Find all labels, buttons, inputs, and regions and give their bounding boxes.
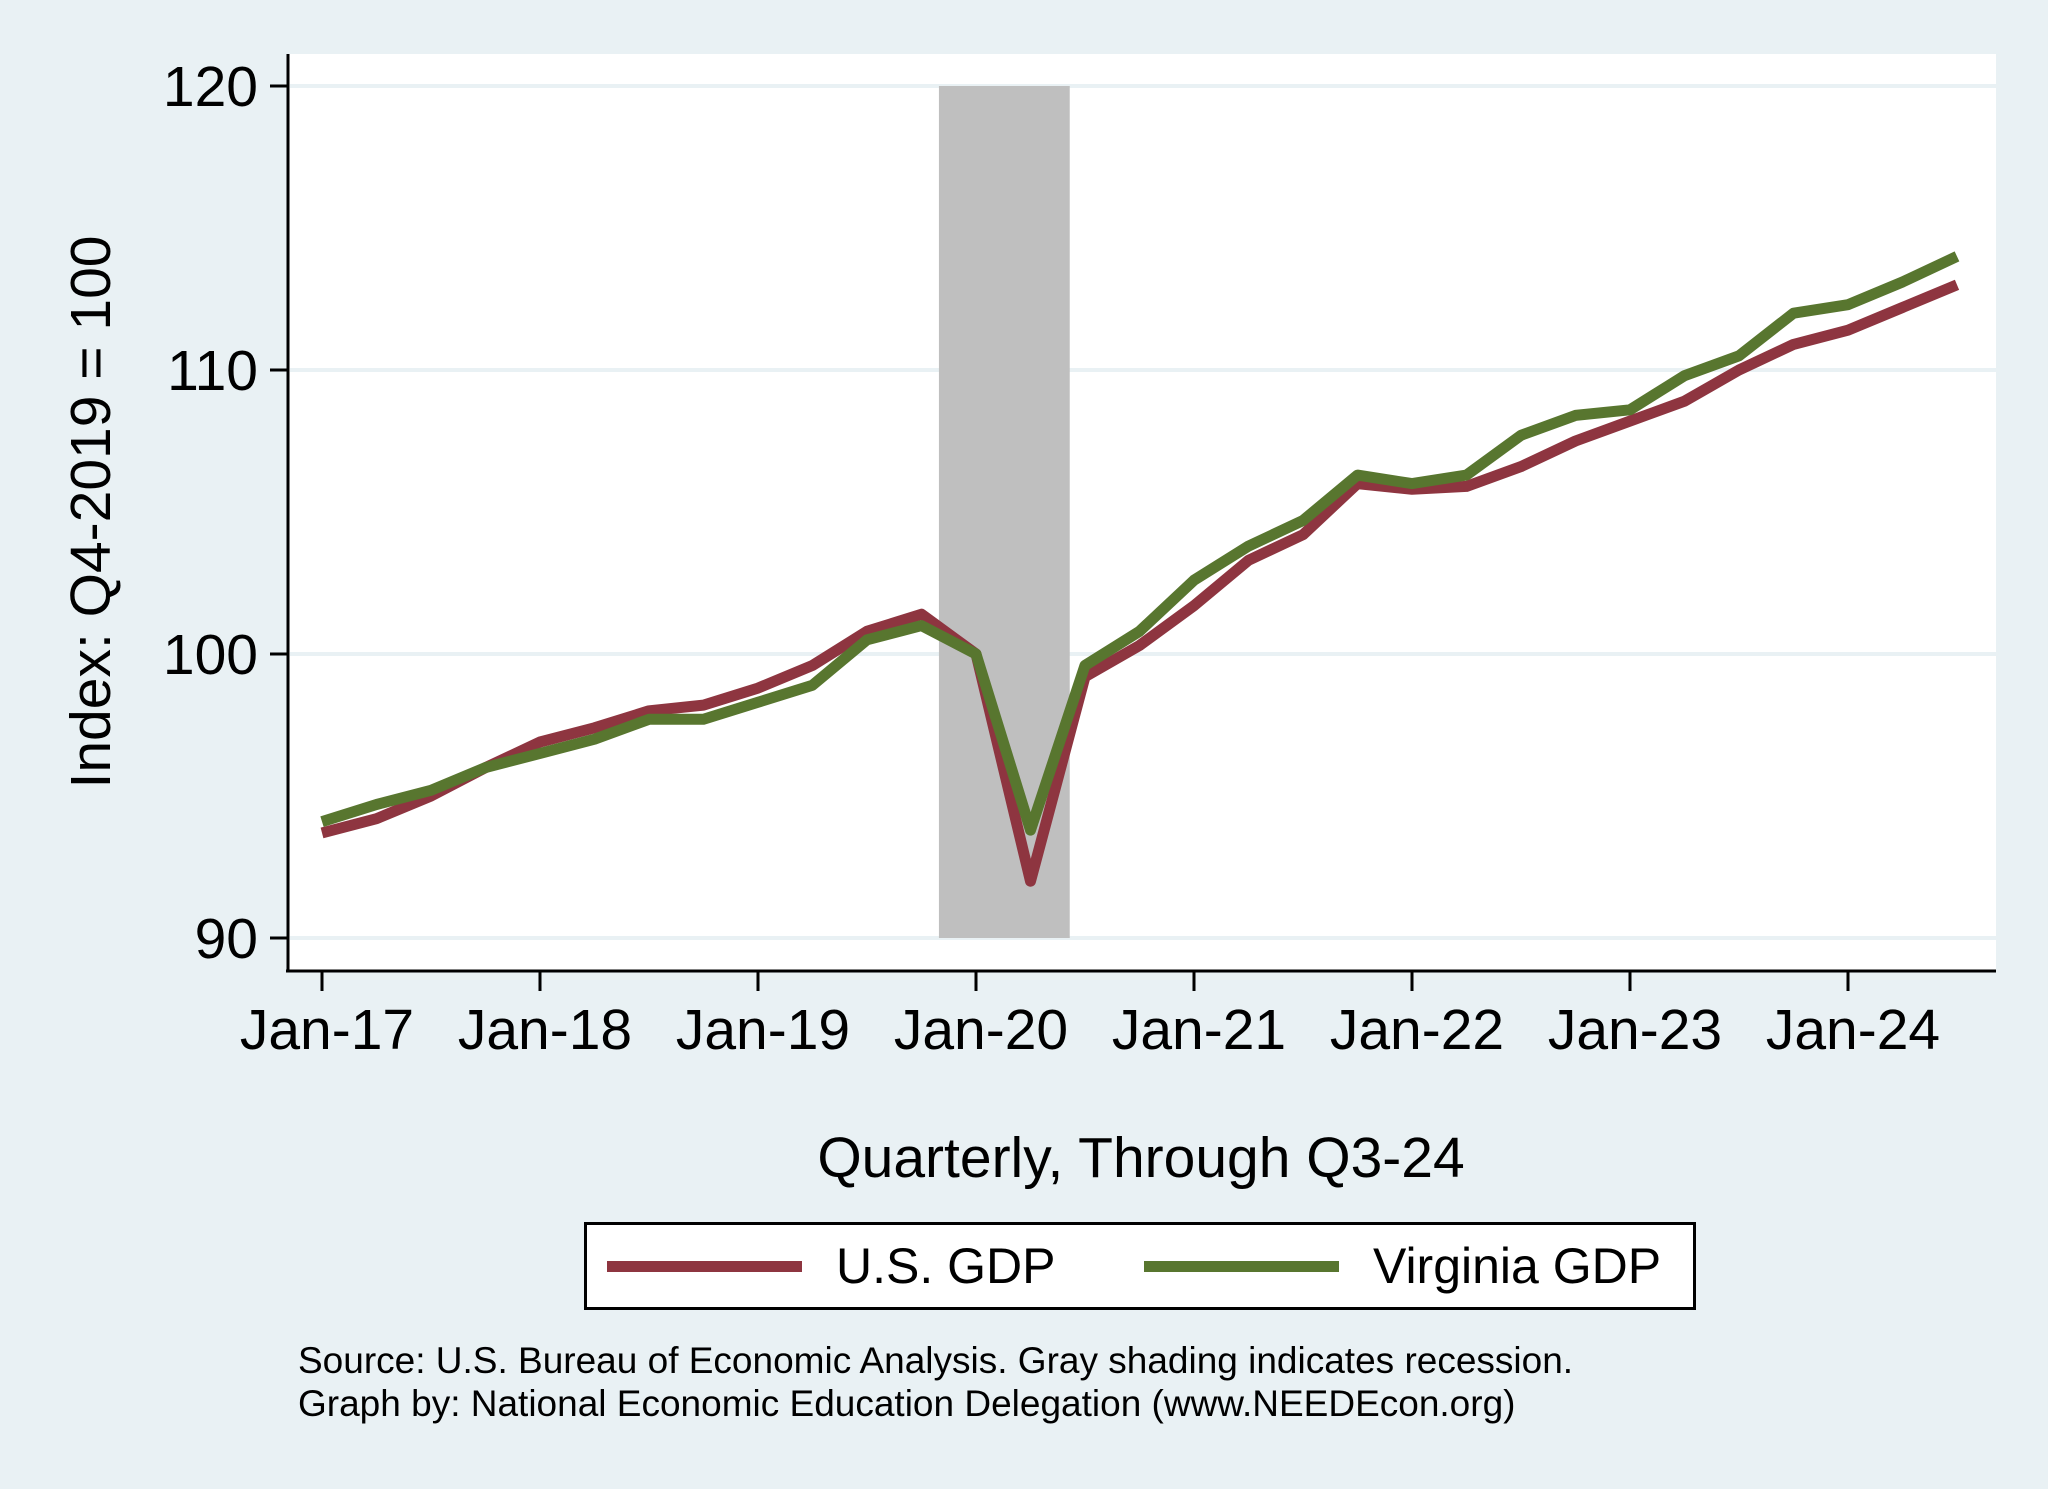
y-tick-label: 90	[195, 907, 258, 971]
x-tick-label: Jan-17	[240, 998, 414, 1062]
y-tick-label: 120	[163, 55, 258, 119]
legend-item-us-gdp: U.S. GDP	[607, 1225, 1055, 1307]
legend-item-virginia-gdp: Virginia GDP	[1144, 1225, 1661, 1307]
series-line-virginia-gdp	[320, 251, 1960, 836]
source-note: Source: U.S. Bureau of Economic Analysis…	[298, 1340, 1574, 1381]
legend-label-virginia-gdp: Virginia GDP	[1373, 1238, 1662, 1294]
x-tick-label: Jan-23	[1548, 998, 1722, 1062]
y-tick-label: 110	[167, 339, 258, 403]
x-axis-title: Quarterly, Through Q3-24	[817, 1126, 1464, 1190]
x-tick-label: Jan-24	[1766, 998, 1940, 1062]
y-axis-title: Index: Q4-2019 = 100	[59, 236, 123, 789]
x-ticks: Jan-17 Jan-18 Jan-19 Jan-20 Jan-21 Jan-22 Jan-…	[240, 972, 1940, 1062]
series-line-u-s-gdp	[320, 279, 1960, 887]
y-ticks: 90 100 110 120	[163, 55, 288, 971]
legend-swatch-virginia-gdp	[1144, 1260, 1339, 1272]
credit-note: Graph by: National Economic Education De…	[298, 1383, 1516, 1424]
x-tick-label: Jan-22	[1330, 998, 1504, 1062]
legend: U.S. GDP Virginia GDP	[584, 1222, 1696, 1310]
axes	[286, 54, 1996, 973]
y-tick-label: 100	[163, 623, 258, 687]
plot-area	[288, 54, 1996, 971]
x-tick-label: Jan-18	[458, 998, 632, 1062]
legend-label-us-gdp: U.S. GDP	[836, 1238, 1056, 1294]
x-tick-label: Jan-20	[894, 998, 1068, 1062]
legend-swatch-us-gdp	[607, 1260, 802, 1272]
series-layer	[320, 251, 1960, 887]
x-tick-label: Jan-19	[676, 998, 850, 1062]
x-tick-label: Jan-21	[1112, 998, 1286, 1062]
